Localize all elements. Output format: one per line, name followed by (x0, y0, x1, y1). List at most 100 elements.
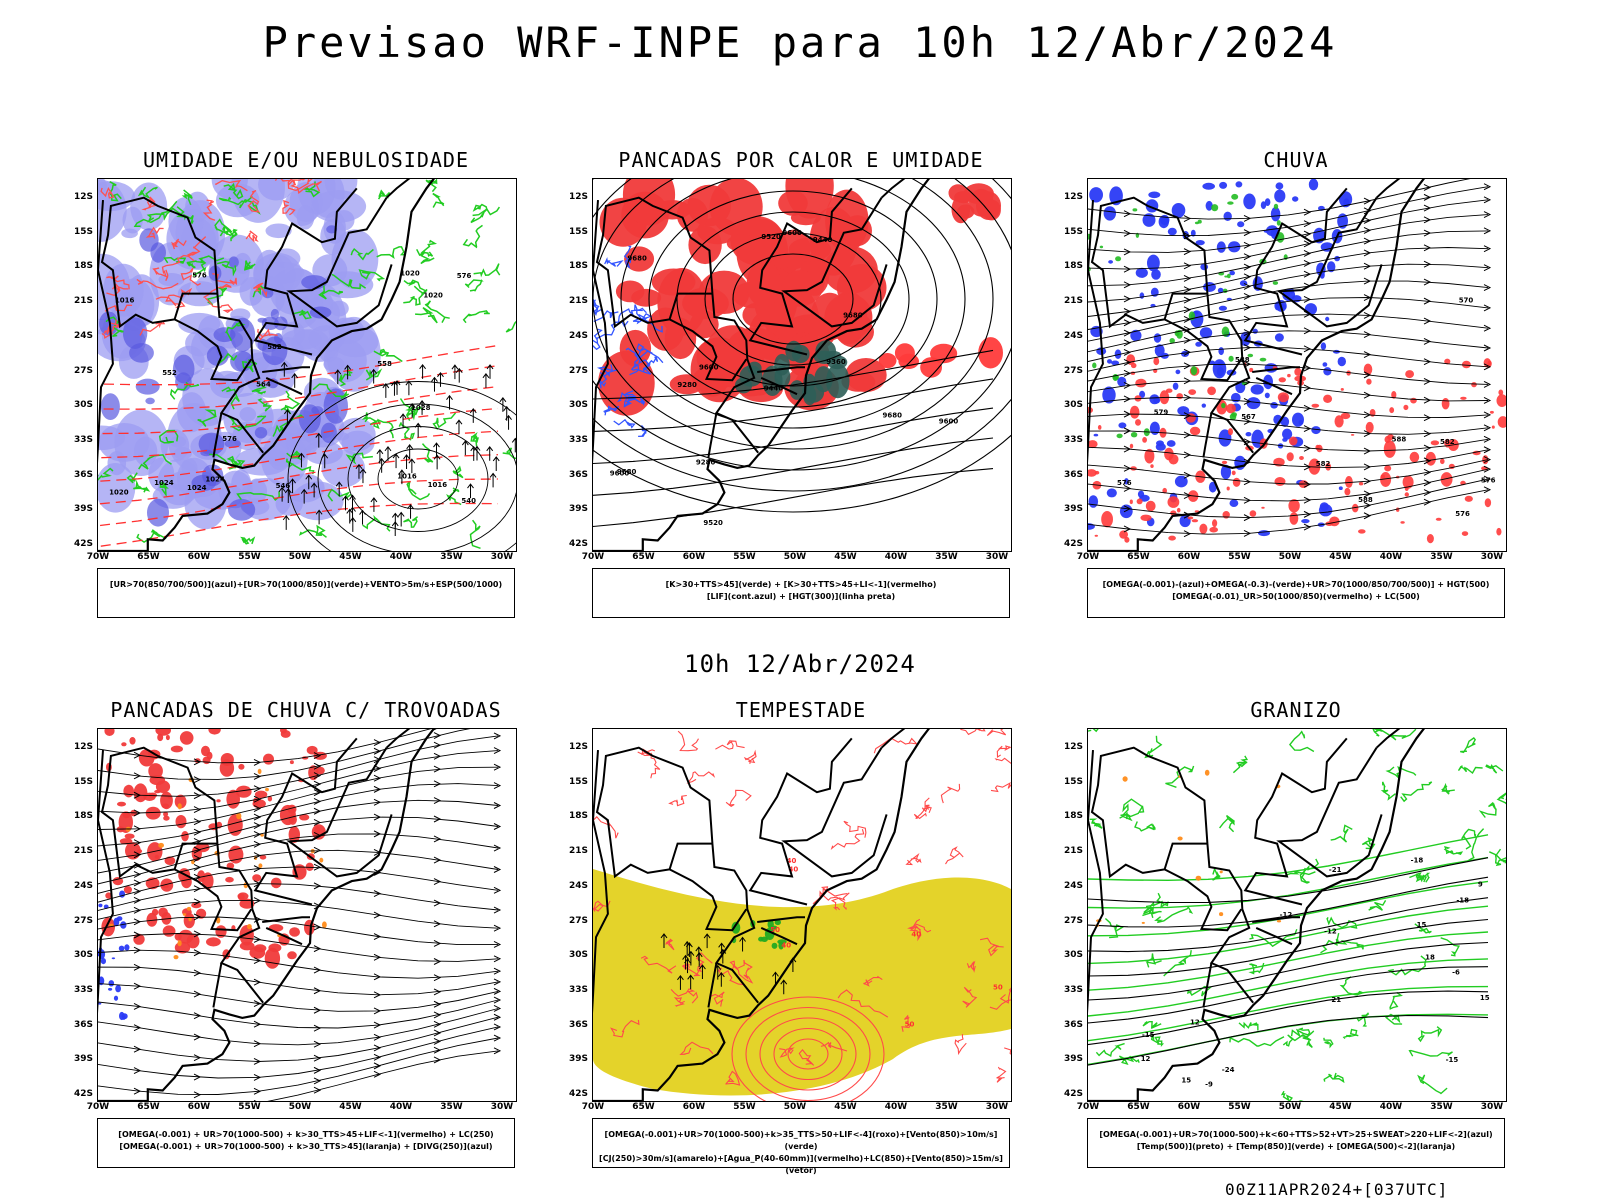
shade-patch (1350, 434, 1355, 436)
wind-vector (703, 933, 711, 949)
lon-tick-label: 50W (1278, 1102, 1302, 1112)
lat-tick-label: 27S (568, 365, 588, 376)
shade-patch (1130, 432, 1138, 438)
wind-vector (482, 373, 490, 388)
streamline-arrow (1123, 329, 1132, 337)
streamline-arrow (1423, 317, 1432, 325)
wind-vector (310, 482, 318, 498)
streamline-arrow (193, 930, 202, 938)
contour-line (133, 200, 178, 228)
legend-pancadas-trovoadas: [OMEGA(-0.001) + UR>70(1000-500) + k>30_… (97, 1118, 515, 1168)
legend-granizo: [OMEGA(-0.001)+UR>70(1000-500)+k<60+TTS>… (1087, 1118, 1505, 1168)
contour-line (1088, 396, 1489, 418)
streamline-arrow (1483, 380, 1492, 388)
shade-patch (188, 917, 192, 922)
shade-patch (1176, 393, 1183, 400)
contour-line (798, 1049, 815, 1066)
wind-vector (699, 964, 706, 980)
shade-patch (1325, 462, 1332, 471)
wind-vector (342, 495, 349, 511)
streamline-arrow (1303, 270, 1312, 278)
streamline-arrow (313, 1024, 322, 1032)
border-line (711, 843, 759, 1004)
shade-patch (117, 801, 126, 807)
streamline-arrow (133, 870, 142, 878)
shade-patch (1384, 465, 1392, 472)
shade-patch (1218, 429, 1232, 447)
lon-tick-label: 35W (1430, 1102, 1453, 1112)
contour-line (1337, 939, 1364, 950)
contour-label: 9280 (696, 459, 716, 467)
streamline-arrow (313, 789, 322, 797)
streamline-arrow (1243, 282, 1252, 290)
shade-patch (284, 188, 319, 227)
streamline-arrow (1243, 529, 1252, 537)
shade-patch (225, 876, 234, 883)
streamline-arrow (1483, 284, 1492, 292)
contour-line (1323, 1037, 1334, 1049)
contour-line (161, 254, 195, 276)
streamline-arrow (1123, 295, 1132, 303)
lon-tick-label: 35W (935, 552, 958, 562)
shade-patch (731, 921, 741, 934)
streamline-arrow (133, 946, 142, 954)
streamline-arrow (1483, 475, 1492, 483)
shade-patch (98, 903, 103, 908)
wind-vector (437, 371, 444, 387)
streamline-arrow (133, 879, 142, 887)
lat-tick-label: 15S (73, 776, 93, 787)
contour-label: 1016 (428, 481, 448, 489)
contour-line (996, 745, 1011, 759)
streamline-arrow (1483, 324, 1492, 332)
contour-line (732, 965, 754, 984)
border-line (669, 318, 748, 382)
contour-line (1389, 991, 1403, 1010)
contour-label: 15 (1480, 994, 1490, 1002)
border-line (212, 412, 223, 458)
contour-line (98, 729, 432, 764)
streamline-arrow (1363, 294, 1372, 301)
shade-patch (1088, 440, 1098, 449)
contour-line (98, 385, 499, 435)
contour-line (331, 273, 367, 290)
wind-vector (455, 367, 463, 383)
lat-tick-label: 24S (73, 880, 93, 891)
shade-patch (1137, 490, 1145, 498)
contour-line (731, 996, 885, 1101)
streamline-arrow (1303, 384, 1312, 392)
shade-patch (1425, 451, 1436, 466)
streamline-arrow (193, 846, 202, 854)
streamline-arrow (1483, 397, 1492, 404)
streamline-arrow (493, 747, 502, 755)
lat-tick-label: 18S (568, 261, 588, 272)
contour-line (650, 752, 661, 779)
streamline-arrow (253, 865, 262, 873)
contour-line (98, 799, 499, 861)
streamline-arrow (1183, 336, 1192, 344)
shade-patch (111, 957, 116, 960)
contour-line (945, 846, 964, 865)
streamline-arrow (193, 885, 202, 893)
shade-patch (119, 1011, 125, 1021)
shade-patch (1200, 263, 1209, 271)
shade-patch (1136, 498, 1143, 505)
contour-line (1457, 765, 1483, 775)
lon-tick-label: 60W (1177, 1102, 1201, 1112)
shade-patch (1345, 476, 1353, 488)
lat-tick-label: 12S (73, 742, 93, 752)
legend-line: [OMEGA(-0.001)-(azul)+OMEGA(-0.3)-(verde… (1102, 580, 1490, 589)
footer-run-time: 00Z11APR2024+[037UTC] (1225, 1180, 1449, 1199)
lat-tick-label: 21S (1063, 296, 1083, 307)
shade-patch (289, 927, 300, 937)
contour-line (593, 378, 994, 432)
contour-line (593, 815, 619, 839)
contour-line (186, 236, 207, 257)
map-canvas: 1016101610161020102010201024102410281024… (98, 179, 516, 551)
shade-patch (260, 833, 264, 837)
shade-patch (1187, 516, 1194, 520)
streamline-arrow (133, 931, 142, 939)
shade-patch (1484, 498, 1492, 508)
shade-patch (320, 422, 337, 443)
lon-tick-label: 50W (1278, 552, 1302, 562)
border-line (174, 868, 253, 932)
